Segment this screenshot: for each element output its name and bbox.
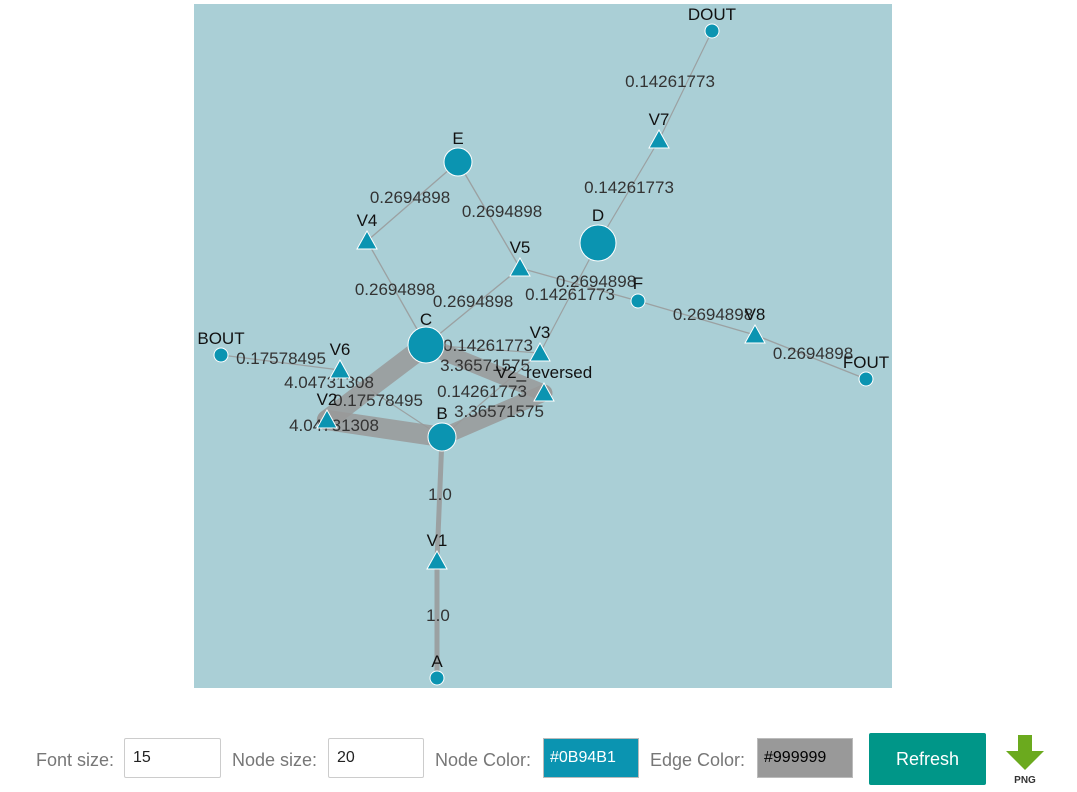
edges-layer <box>220 30 867 681</box>
node-label-B: B <box>436 404 447 423</box>
node-V2[interactable] <box>316 408 338 429</box>
edge-label-V1-A: 1.0 <box>426 606 450 625</box>
edge-D-V3[interactable] <box>539 242 599 354</box>
node-label-V7: V7 <box>649 110 670 129</box>
png-download-button[interactable]: PNG <box>1003 733 1047 787</box>
edge-label-C-V2_reversed: 3.36571575 <box>440 356 530 375</box>
edge-label-DOUT-V7: 0.14261773 <box>625 72 715 91</box>
refresh-button[interactable]: Refresh <box>869 733 986 785</box>
edge-label-E-V4: 0.2694898 <box>370 188 450 207</box>
node-V6[interactable] <box>329 358 351 379</box>
node-V1[interactable] <box>426 549 448 570</box>
edge-labels-layer: 0.142617730.142617730.26948980.26948980.… <box>236 72 853 625</box>
node-size-label: Node size: <box>232 750 318 770</box>
node-label-V5: V5 <box>510 238 531 257</box>
edge-label-V5-F: 0.2694898 <box>556 272 636 291</box>
edge-BOUT-V6[interactable] <box>220 354 341 371</box>
node-label-DOUT: DOUT <box>688 5 736 24</box>
edge-label-C-V2: 4.04731308 <box>284 373 374 392</box>
node-D[interactable] <box>579 224 617 262</box>
node-FOUT[interactable] <box>858 371 874 387</box>
edge-C-V2_reversed[interactable] <box>417 336 553 402</box>
node-V4[interactable] <box>356 229 378 250</box>
node-label-A: A <box>431 652 443 671</box>
network-graph[interactable]: 0.142617730.142617730.26948980.26948980.… <box>194 4 892 688</box>
node-label-V3: V3 <box>530 323 551 342</box>
edge-label-F-V8: 0.2694898 <box>673 305 753 324</box>
node-label-BOUT: BOUT <box>197 329 244 348</box>
edge-color-label: Edge Color: <box>650 750 746 770</box>
edge-V2-B[interactable] <box>316 409 453 448</box>
download-arrow-icon: PNG <box>1006 735 1044 786</box>
nodes-layer <box>213 23 874 686</box>
edge-V7-D[interactable] <box>597 139 660 244</box>
edge-label-C-V3: 0.14261773 <box>443 336 533 355</box>
node-label-D: D <box>592 206 604 225</box>
node-label-C: C <box>420 310 432 329</box>
edge-C-V2[interactable] <box>316 334 437 431</box>
node-F[interactable] <box>630 293 646 309</box>
node-color-label: Node Color: <box>435 750 532 770</box>
graph-controls: Font size: Node size: Node Color: #0B94B… <box>0 733 1077 787</box>
node-label-V6: V6 <box>330 340 351 359</box>
node-A[interactable] <box>429 670 445 686</box>
edge-label-E-V5: 0.2694898 <box>462 202 542 221</box>
edge-V5-C[interactable] <box>425 267 521 346</box>
edge-label-V6-B: 0.17578495 <box>333 391 423 410</box>
node-V5[interactable] <box>509 256 531 277</box>
node-label-FOUT: FOUT <box>843 353 889 372</box>
node-label-V8: V8 <box>745 305 766 324</box>
node-size-input[interactable] <box>328 738 424 778</box>
node-label-V4: V4 <box>357 211 378 230</box>
edge-label-B-V1: 1.0 <box>428 485 452 504</box>
edge-label-V3-B: 0.14261773 <box>437 382 527 401</box>
png-label: PNG <box>1014 775 1036 786</box>
graph-panel[interactable]: 0.14261773 0.14261773 0.2694898 0.2694898 0.… <box>194 4 892 688</box>
edge-color-picker[interactable]: #999999 <box>757 738 853 778</box>
edge-label-BOUT-V6: 0.17578495 <box>236 349 326 368</box>
graph-background <box>194 4 892 688</box>
edge-E-V5[interactable] <box>457 161 521 269</box>
node-V8[interactable] <box>744 323 766 344</box>
node-label-F: F <box>633 274 643 293</box>
edge-E-V4[interactable] <box>366 161 459 242</box>
edge-label-D-V3: 0.14261773 <box>525 285 615 304</box>
node-BOUT[interactable] <box>213 347 229 363</box>
edge-label-V2_reversed-B: 3.36571575 <box>454 402 544 421</box>
node-label-V2_reversed: V2_reversed <box>496 363 592 382</box>
node-labels-layer: DOUT V7 E D V4 V5 F V8 FOUT BOUT C V6 V3 V2_reversed V… <box>197 5 889 671</box>
edge-V2_reversed-B[interactable] <box>433 384 553 446</box>
node-E[interactable] <box>443 147 473 177</box>
edge-label-V7-D: 0.14261773 <box>584 178 674 197</box>
node-V3[interactable] <box>529 341 551 362</box>
font-size-label: Font size: <box>36 750 115 770</box>
node-label-V1: V1 <box>427 531 448 550</box>
edge-F-V8[interactable] <box>637 300 756 336</box>
edge-V8-FOUT[interactable] <box>754 334 867 380</box>
edge-DOUT-V7[interactable] <box>658 30 713 141</box>
edge-label-V4-C: 0.2694898 <box>355 280 435 299</box>
font-size-input[interactable] <box>124 738 221 778</box>
node-DOUT[interactable] <box>704 23 720 39</box>
edge-V4-C[interactable] <box>366 240 427 346</box>
node-V7[interactable] <box>648 128 670 149</box>
node-B[interactable] <box>427 422 457 452</box>
node-C[interactable] <box>407 326 445 364</box>
node-V2_reversed[interactable] <box>533 381 555 402</box>
edge-B-V1[interactable] <box>434 434 445 564</box>
edge-V5-F[interactable] <box>519 267 639 302</box>
node-label-V2: V2 <box>317 390 338 409</box>
node-color-picker[interactable]: #0B94B1 <box>543 738 639 778</box>
edge-label-V8-FOUT: 0.2694898 <box>773 344 853 363</box>
edge-label-V5-C: 0.2694898 <box>433 292 513 311</box>
node-label-E: E <box>452 129 463 148</box>
